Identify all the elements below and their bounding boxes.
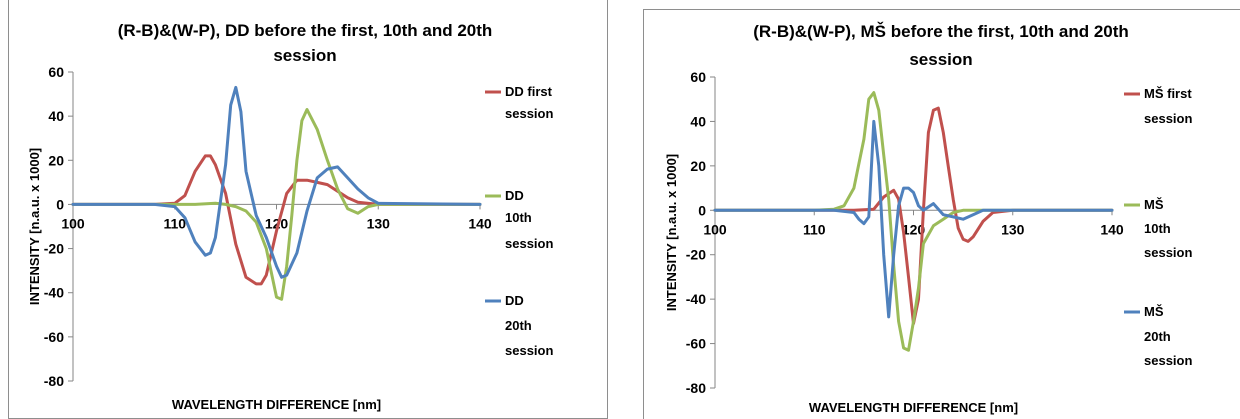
legend-label: 10th xyxy=(505,210,532,225)
series-line-2 xyxy=(71,108,482,301)
series-line-1 xyxy=(713,106,1114,326)
legend-label: MŠ first xyxy=(1144,86,1192,101)
chart-ms: (R-B)&(W-P), MŠ before the first, 10th a… xyxy=(664,22,1192,415)
legend-label: session xyxy=(505,106,553,121)
y-tick-label: -80 xyxy=(686,380,706,396)
chart-title-line-2: session xyxy=(273,46,336,65)
x-tick-label: 100 xyxy=(61,215,85,231)
legend-label: MŠ xyxy=(1144,304,1164,319)
y-tick-label: 40 xyxy=(48,108,64,124)
legend-label: MŠ xyxy=(1144,197,1164,212)
y-tick-label: -60 xyxy=(686,336,706,352)
legend-label: session xyxy=(505,343,553,358)
y-axis-label: INTENSITY [n.a.u. x 1000] xyxy=(664,154,679,311)
series-line-3 xyxy=(71,85,482,279)
legend-label: 10th xyxy=(1144,221,1171,236)
chart-panel-ms: (R-B)&(W-P), MŠ before the first, 10th a… xyxy=(643,9,1240,419)
x-tick-label: 110 xyxy=(163,215,186,231)
x-tick-label: 120 xyxy=(265,215,289,231)
x-axis-label: WAVELENGTH DIFFERENCE [nm] xyxy=(809,400,1018,415)
y-tick-label: 20 xyxy=(690,158,706,174)
legend-label: session xyxy=(1144,245,1192,260)
y-tick-label: -40 xyxy=(686,291,706,307)
legend-label: 20th xyxy=(505,318,532,333)
chart-title-line-1: (R-B)&(W-P), DD before the first, 10th a… xyxy=(118,21,493,40)
x-tick-label: 130 xyxy=(367,215,391,231)
x-tick-label: 140 xyxy=(468,215,492,231)
chart-panel-dd: (R-B)&(W-P), DD before the first, 10th a… xyxy=(8,0,608,419)
legend-label: session xyxy=(1144,111,1192,126)
legend-label: session xyxy=(505,236,553,251)
x-tick-label: 130 xyxy=(1001,221,1025,237)
y-tick-label: 60 xyxy=(48,64,64,80)
y-tick-label: 60 xyxy=(690,69,706,85)
y-tick-label: -20 xyxy=(686,247,706,263)
y-tick-label: 20 xyxy=(48,152,64,168)
y-tick-label: 40 xyxy=(690,113,706,129)
y-tick-label: -40 xyxy=(44,285,64,301)
x-tick-label: 120 xyxy=(902,221,926,237)
legend-label: 20th xyxy=(1144,329,1171,344)
x-tick-label: 110 xyxy=(803,221,826,237)
y-tick-label: -80 xyxy=(44,373,64,389)
legend-label: DD xyxy=(505,188,524,203)
x-tick-label: 140 xyxy=(1100,221,1124,237)
x-tick-label: 100 xyxy=(703,221,727,237)
y-tick-label: -20 xyxy=(44,241,64,257)
chart-title-line-2: session xyxy=(909,50,972,69)
y-tick-label: -60 xyxy=(44,329,64,345)
y-axis-label: INTENSITY [n.a.u. x 1000] xyxy=(27,148,42,305)
chart-dd: (R-B)&(W-P), DD before the first, 10th a… xyxy=(27,21,553,412)
chart-title-line-1: (R-B)&(W-P), MŠ before the first, 10th a… xyxy=(753,22,1129,41)
series-line-3 xyxy=(713,119,1114,319)
legend-label: session xyxy=(1144,353,1192,368)
legend-label: DD xyxy=(505,293,524,308)
y-tick-label: 0 xyxy=(56,196,64,212)
x-axis-label: WAVELENGTH DIFFERENCE [nm] xyxy=(172,397,381,412)
legend-label: DD first xyxy=(505,84,553,99)
y-tick-label: 0 xyxy=(698,202,706,218)
